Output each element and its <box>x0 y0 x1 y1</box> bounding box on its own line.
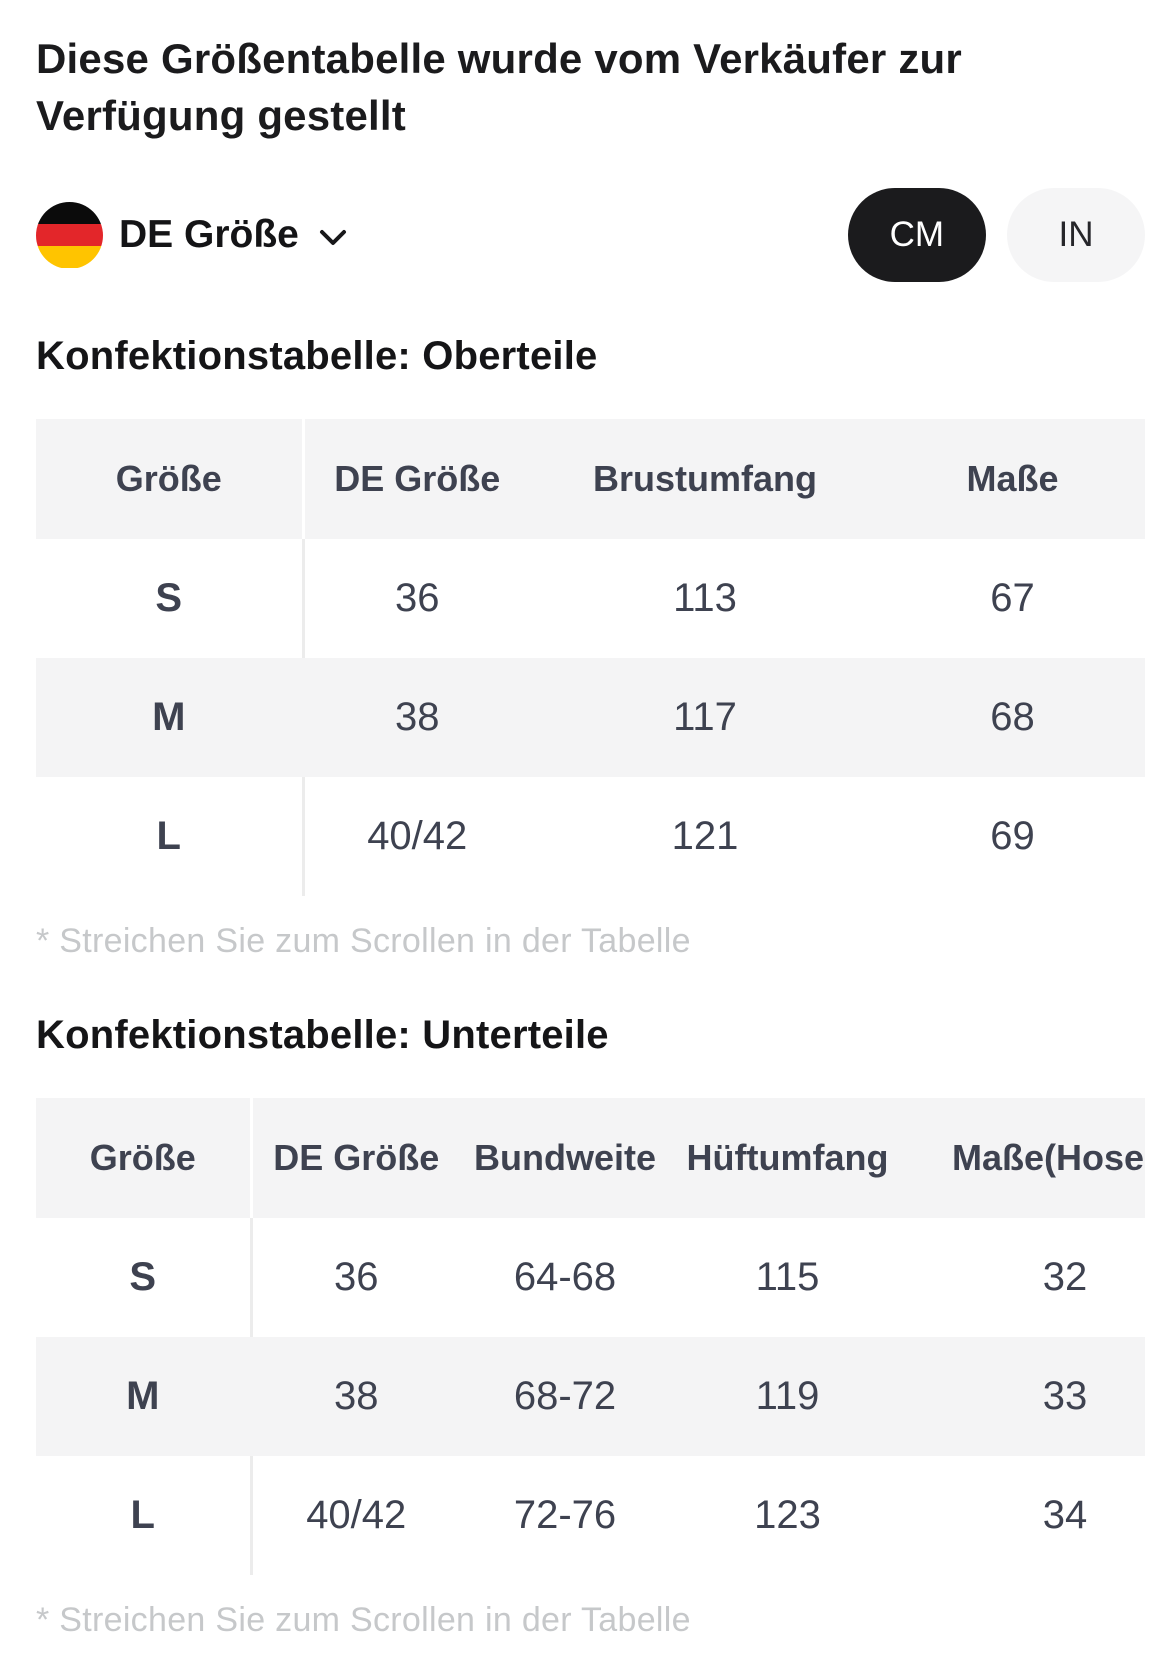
cm-button[interactable]: CM <box>847 188 986 282</box>
scroll-hint-note: * Streichen Sie zum Scrollen in der Tabe… <box>36 1601 691 1639</box>
cell: 64-68 <box>513 1255 617 1299</box>
section-heading-oberteile: Konfektionstabelle: Oberteile <box>36 334 598 378</box>
table-header-row: Größe DE Größe Brustumfang Maße <box>36 419 1145 539</box>
country-size-selector[interactable]: DE Größe <box>36 201 347 269</box>
cell: 113 <box>673 576 737 620</box>
cell: 117 <box>673 695 737 739</box>
table-row-l: L 40/42 72-76 123 34 <box>36 1456 1145 1575</box>
cell: 40/42 <box>306 1493 407 1537</box>
page-title-line1: Diese Größentabelle wurde vom Verkäufer … <box>36 35 962 82</box>
unterteile-table: Größe DE Größe Bundweite Hüftumfang Maße… <box>36 1098 1145 1575</box>
cell: 36 <box>334 1255 379 1299</box>
cell: 32 <box>1042 1255 1088 1299</box>
cell: L <box>36 777 305 896</box>
german-flag-icon <box>36 201 103 269</box>
cell: 68-72 <box>513 1374 617 1418</box>
in-button[interactable]: IN <box>1007 188 1145 282</box>
col-header-masse-hosen: Maße(Hosen) <box>905 1098 1145 1218</box>
col-header-groesse: Größe <box>36 419 305 539</box>
cell: 33 <box>1042 1374 1088 1418</box>
col-header-de-groesse: DE Größe <box>303 419 530 539</box>
cell: 115 <box>755 1255 820 1299</box>
table-row-s: S 36 64-68 115 32 <box>36 1218 1145 1337</box>
cell: 72-76 <box>513 1493 617 1537</box>
cell: 36 <box>395 576 440 620</box>
cell: 69 <box>990 814 1035 858</box>
table-row-m: M 38 117 68 <box>36 658 1145 777</box>
section-heading-unterteile: Konfektionstabelle: Unterteile <box>36 1013 609 1057</box>
cell: M <box>36 658 305 777</box>
col-header-hueftumfang: Hüftumfang <box>670 1098 905 1218</box>
cell: S <box>36 1218 253 1337</box>
table-row-m: M 38 68-72 119 33 <box>36 1337 1145 1456</box>
cell: 68 <box>990 695 1035 739</box>
cell: 40/42 <box>367 814 468 858</box>
cell: 38 <box>334 1374 379 1418</box>
chevron-down-icon <box>319 230 346 245</box>
cell: 119 <box>755 1374 820 1418</box>
cell: 121 <box>671 814 739 858</box>
size-selector-label: DE Größe <box>119 213 299 256</box>
cell: 67 <box>990 576 1035 620</box>
cell: 34 <box>1042 1493 1088 1537</box>
scroll-hint-note: * Streichen Sie zum Scrollen in der Tabe… <box>36 922 691 960</box>
table-row-l: L 40/42 121 69 <box>36 777 1145 896</box>
cell: S <box>36 539 305 658</box>
col-header-bundweite: Bundweite <box>460 1098 670 1218</box>
cell: M <box>36 1337 253 1456</box>
col-header-brustumfang: Brustumfang <box>530 419 880 539</box>
page-title-line2: Verfügung gestellt <box>36 92 406 139</box>
cell: 38 <box>395 695 440 739</box>
table-row-s: S 36 113 67 <box>36 539 1145 658</box>
table-header-row: Größe DE Größe Bundweite Hüftumfang Maße… <box>36 1098 1145 1218</box>
cell: L <box>36 1456 253 1575</box>
oberteile-table: Größe DE Größe Brustumfang Maße S 36 113… <box>36 419 1145 896</box>
page-title: Diese Größentabelle wurde vom Verkäufer … <box>36 30 1145 144</box>
unterteile-table-scroll[interactable]: Größe DE Größe Bundweite Hüftumfang Maße… <box>36 1098 1145 1575</box>
unit-toggle: CM IN <box>847 188 1145 282</box>
col-header-groesse: Größe <box>36 1098 253 1218</box>
cell: 123 <box>754 1493 821 1537</box>
selector-row: DE Größe CM IN <box>36 188 1145 282</box>
oberteile-table-scroll[interactable]: Größe DE Größe Brustumfang Maße S 36 113… <box>36 419 1145 896</box>
col-header-masse: Maße <box>880 419 1145 539</box>
col-header-de-groesse: DE Größe <box>251 1098 460 1218</box>
